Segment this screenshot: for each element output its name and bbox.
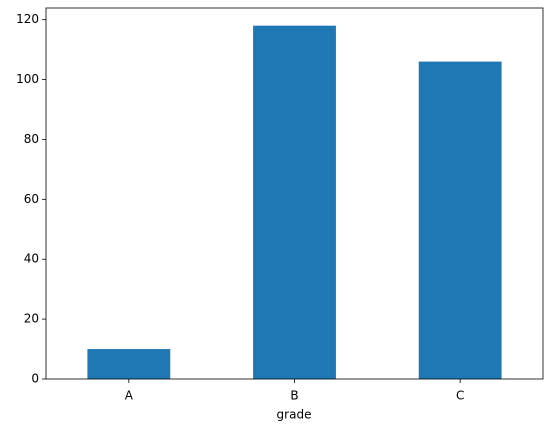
axes-frame <box>45 7 544 380</box>
x-tick-label: B <box>290 389 298 403</box>
x-tick-label: C <box>456 389 464 403</box>
y-tick-label: 0 <box>31 372 39 386</box>
bar <box>418 61 502 379</box>
bar <box>87 349 171 379</box>
y-tick-label: 80 <box>24 132 39 146</box>
y-tick-label: 20 <box>24 312 39 326</box>
x-tick-label: A <box>125 389 134 403</box>
y-tick-label: 120 <box>16 12 39 26</box>
x-axis-label: grade <box>277 408 312 422</box>
y-tick-label: 60 <box>24 192 39 206</box>
y-tick-label: 100 <box>16 72 39 86</box>
bar <box>253 25 336 380</box>
y-tick-label: 40 <box>24 252 39 266</box>
